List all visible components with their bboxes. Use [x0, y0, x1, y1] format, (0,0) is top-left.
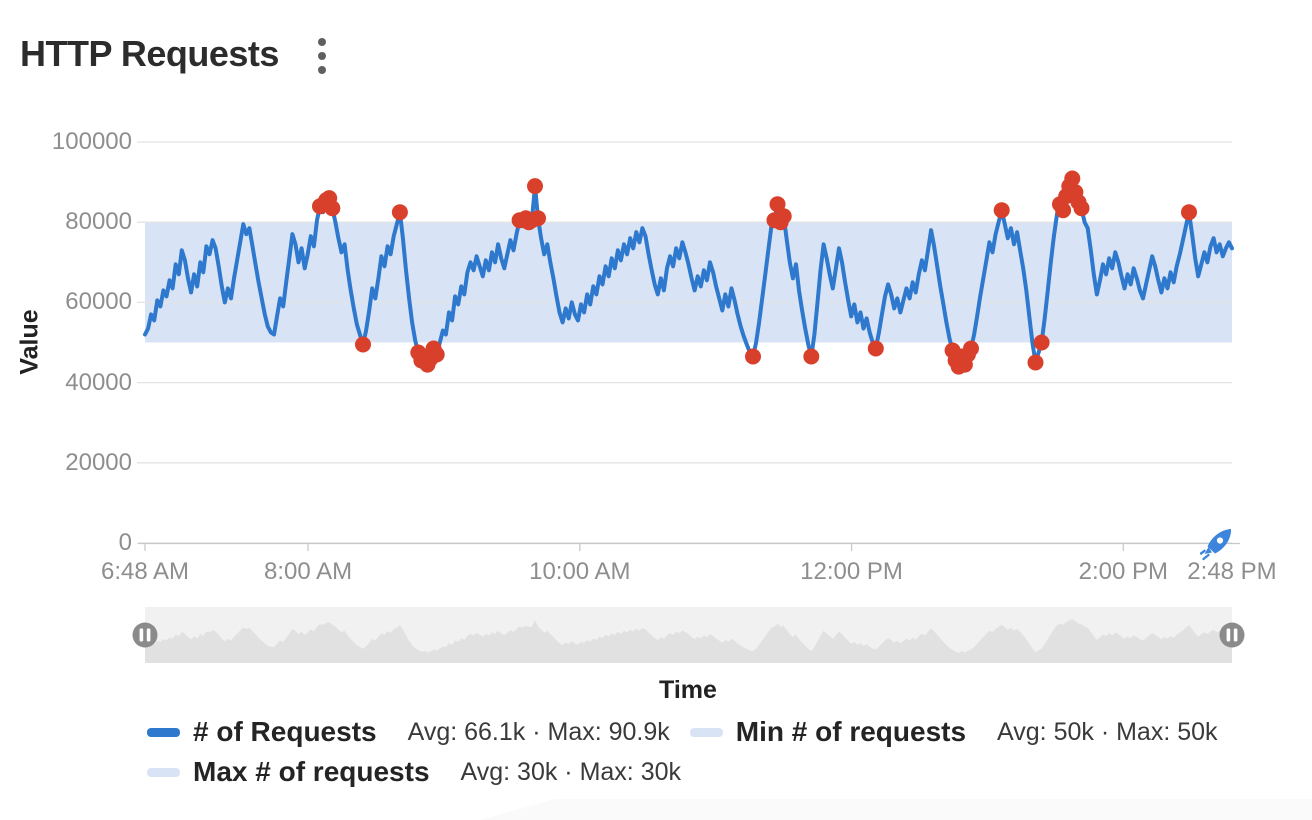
anomaly-dot: [1033, 334, 1050, 351]
kebab-menu-icon[interactable]: [312, 36, 332, 76]
anomaly-dot: [867, 340, 884, 357]
panel-below-edge: [480, 799, 1312, 820]
anomaly-dot: [963, 340, 979, 357]
kebab-dot: [318, 38, 326, 46]
pause-icon: [1226, 628, 1231, 642]
y-tick-label: 0: [118, 529, 132, 556]
y-tick-label: 60000: [65, 288, 132, 316]
legend-row: # of Requests Avg: 66.1k · Max: 90.9k Mi…: [147, 716, 1247, 748]
y-tick-label: 20000: [65, 448, 132, 476]
anomaly-dot: [1055, 202, 1072, 219]
brush-handle-left[interactable]: [132, 622, 158, 648]
legend-label-min-requests[interactable]: Min # of requests: [735, 716, 967, 747]
chart-legend: # of Requests Avg: 66.1k · Max: 90.9k Mi…: [147, 716, 1247, 796]
legend-stats-requests: Avg: 66.1k · Max: 90.9k: [407, 717, 670, 746]
brush-minimap: [145, 619, 1232, 663]
pause-icon: [146, 628, 151, 642]
x-tick-label: 12:00 PM: [800, 558, 903, 585]
pause-icon: [139, 628, 144, 642]
legend-swatch-min-requests: [689, 727, 723, 737]
anomaly-dot: [769, 196, 786, 213]
panel-title: HTTP Requests: [20, 33, 279, 74]
x-tick-label: 10:00 AM: [529, 558, 631, 585]
anomaly-dot: [428, 346, 445, 363]
anomaly-dot: [324, 200, 341, 217]
x-tick-label: 2:48 PM: [1187, 558, 1277, 585]
anomaly-dot: [993, 202, 1010, 219]
threshold-band: [145, 222, 1232, 343]
anomaly-dot: [1181, 204, 1197, 221]
legend-stats-max-requests: Avg: 30k · Max: 30k: [460, 757, 682, 786]
x-tick-label: 2:00 PM: [1078, 558, 1168, 585]
legend-row: Max # of requests Avg: 30k · Max: 30k: [147, 756, 1247, 788]
brush-handle-right[interactable]: [1219, 622, 1245, 648]
anomaly-dot: [803, 348, 820, 365]
legend-stats-min-requests: Avg: 50k · Max: 50k: [997, 717, 1218, 746]
x-tick-label: 8:00 AM: [264, 558, 353, 585]
legend-swatch-requests: [147, 727, 180, 737]
anomaly-dot: [1073, 200, 1090, 217]
y-tick-label: 100000: [51, 128, 132, 155]
pause-icon: [1233, 628, 1238, 642]
anomaly-dot: [775, 208, 792, 225]
y-tick-label: 80000: [65, 208, 132, 236]
legend-label-max-requests[interactable]: Max # of requests: [193, 756, 430, 787]
legend-label-requests[interactable]: # of Requests: [193, 716, 377, 747]
x-tick-label: 6:48 AM: [100, 558, 190, 585]
anomaly-dot: [527, 178, 543, 195]
anomaly-dot: [745, 348, 761, 365]
anomaly-dot: [1027, 354, 1044, 371]
anomaly-dot: [355, 336, 371, 353]
x-axis-title: Time: [659, 676, 717, 704]
anomaly-dot: [1064, 170, 1081, 187]
anomaly-dot: [391, 204, 408, 221]
rocket-icon: [1199, 526, 1236, 562]
anomaly-dot: [530, 210, 546, 227]
legend-swatch-max-requests: [147, 767, 180, 777]
y-tick-label: 40000: [65, 368, 132, 396]
kebab-dot: [318, 66, 326, 74]
kebab-dot: [318, 52, 326, 60]
